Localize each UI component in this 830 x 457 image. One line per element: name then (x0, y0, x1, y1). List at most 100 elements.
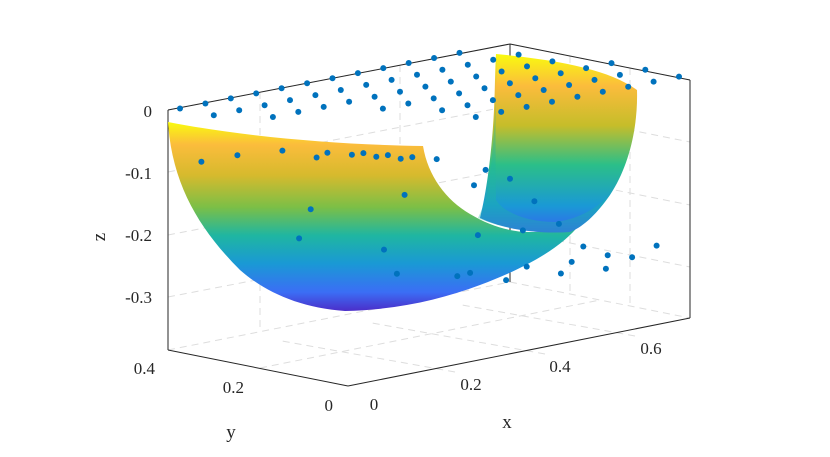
scatter-point (439, 107, 446, 114)
x-ticks: 0 0.2 0.4 0.6 (370, 339, 662, 414)
scatter-point (278, 85, 285, 92)
x-tick: 0.2 (460, 375, 481, 394)
scatter-point (296, 235, 303, 242)
scatter-point (380, 65, 387, 72)
scatter-point (482, 166, 489, 173)
scatter-point (373, 153, 380, 160)
x-tick: 0 (370, 395, 379, 414)
scatter-point (464, 102, 471, 109)
scatter-point (616, 71, 623, 78)
z-tick: 0 (144, 102, 153, 121)
scatter-point (557, 70, 564, 77)
scatter-point (312, 92, 319, 99)
scatter-point (574, 93, 581, 100)
scatter-point (269, 114, 276, 120)
gridline (259, 299, 601, 369)
scatter-point (329, 75, 336, 82)
scatter-point (202, 100, 209, 107)
scatter-point (471, 182, 477, 189)
scatter-point (422, 83, 429, 90)
scatter-point (177, 105, 183, 112)
scatter-point (490, 56, 497, 63)
scatter-point (523, 103, 530, 110)
scatter-point (414, 71, 420, 78)
scatter-point (401, 191, 408, 198)
y-tick: 0.2 (223, 378, 244, 397)
surface (168, 54, 638, 311)
scatter-point (642, 66, 649, 73)
surface-back-arm (480, 54, 638, 233)
gridline (281, 340, 456, 373)
scatter-point (433, 156, 440, 163)
scatter-point (431, 55, 438, 61)
scatter-point (580, 243, 587, 250)
scatter-point (474, 232, 481, 239)
x-axis-line (347, 317, 691, 387)
scatter-point (307, 206, 314, 213)
x-axis-label: x (502, 412, 512, 433)
scatter-point (473, 73, 480, 80)
box-edge (167, 43, 511, 111)
scatter-point (354, 70, 361, 77)
scatter-point (532, 75, 539, 82)
z-ticks: 0 -0.1 -0.2 -0.3 (125, 102, 152, 307)
scatter-point (583, 65, 590, 72)
scatter-point (557, 270, 564, 277)
scatter-point (650, 78, 657, 85)
x-tick: 0.6 (640, 339, 661, 358)
scatter-point (591, 76, 598, 83)
scatter-point (388, 76, 395, 83)
x-tick: 0.4 (549, 357, 571, 376)
scatter-point (371, 93, 378, 100)
scatter-point (599, 88, 606, 95)
scatter-point (676, 73, 682, 80)
scatter-point (602, 265, 609, 272)
scatter-point (287, 97, 293, 104)
scatter-point (507, 175, 513, 182)
z-tick: -0.2 (125, 226, 152, 245)
scatter-point (472, 114, 479, 120)
scatter-point (397, 155, 404, 162)
scatter-point (531, 198, 538, 205)
scatter-point (279, 147, 286, 154)
scatter-point (360, 150, 367, 157)
scatter-point (467, 269, 474, 276)
scatter-point (549, 58, 556, 65)
scatter-point (498, 68, 505, 75)
scatter-point (261, 102, 268, 109)
y-tick: 0 (325, 396, 334, 415)
scatter-point (313, 154, 320, 161)
scatter-point (405, 60, 412, 66)
scatter-points (177, 49, 682, 284)
scatter-point (198, 158, 205, 165)
scatter-point (346, 98, 353, 105)
scatter-point (523, 263, 530, 270)
scatter-point (515, 92, 522, 99)
scatter-point (379, 105, 386, 112)
scatter-point (439, 66, 446, 73)
scatter-point (489, 97, 496, 104)
scatter-point (447, 78, 454, 85)
gridline (509, 281, 691, 319)
scatter-point (337, 87, 344, 93)
scatter-point (604, 252, 611, 259)
scatter-point (608, 60, 615, 67)
scatter-point (555, 220, 562, 227)
scatter-point (454, 273, 461, 280)
scatter-point (456, 49, 463, 56)
surface-shade (478, 54, 610, 233)
scatter-point (653, 242, 660, 249)
z-tick: -0.1 (125, 164, 152, 183)
scatter-point (430, 95, 437, 102)
y-axis-label: y (226, 422, 236, 443)
scatter-point (405, 100, 412, 107)
scatter-point (629, 254, 636, 261)
scatter-point (464, 61, 471, 68)
gridline (167, 105, 511, 173)
scatter-point (210, 112, 217, 119)
surface-front-band (168, 122, 580, 311)
scatter-point (524, 63, 530, 70)
scatter-point (481, 85, 488, 92)
scatter-point (503, 277, 510, 284)
